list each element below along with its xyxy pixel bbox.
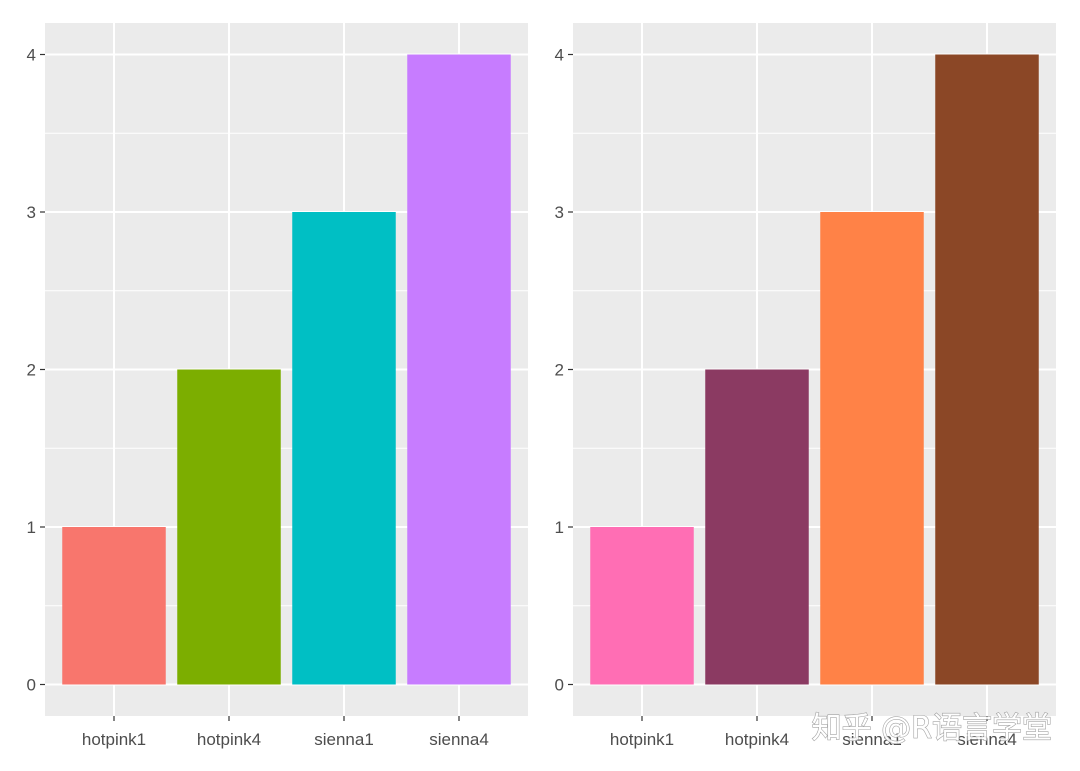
y-tick-label: 2 — [27, 361, 36, 380]
x-tick-label: hotpink4 — [725, 730, 789, 749]
x-tick-label: sienna1 — [842, 730, 902, 749]
x-tick-label: hotpink1 — [610, 730, 674, 749]
watermark-text: 知乎 @R语言学堂 — [812, 711, 1052, 746]
chart-panel-2: 0 1 2 3 4 hotpink1 hotpink4 sienna1 sienna4 — [555, 23, 1056, 749]
y-tick-label: 3 — [555, 203, 564, 222]
bar-sienna1 — [820, 212, 924, 685]
bar-hotpink1 — [590, 527, 694, 685]
bar-hotpink1 — [62, 527, 166, 685]
bar-hotpink4 — [705, 369, 809, 685]
bar-sienna4 — [935, 54, 1039, 685]
bar-sienna1 — [292, 212, 396, 685]
y-tick-label: 2 — [555, 361, 564, 380]
y-tick-label: 1 — [555, 518, 564, 537]
chart-panels: 0 1 2 3 4 hotpink1 hotpink4 sienna1 sienna4 0 1 2 3 4… — [27, 23, 1056, 749]
y-tick-label: 4 — [27, 46, 36, 65]
y-tick-label: 4 — [555, 46, 564, 65]
x-tick-label: sienna4 — [429, 730, 489, 749]
y-tick-label: 1 — [27, 518, 36, 537]
x-tick-label: hotpink4 — [197, 730, 261, 749]
y-tick-label: 3 — [27, 203, 36, 222]
y-tick-label: 0 — [555, 676, 564, 695]
bar-hotpink4 — [177, 369, 281, 685]
x-tick-label: hotpink1 — [82, 730, 146, 749]
chart-panel-1: 0 1 2 3 4 hotpink1 hotpink4 sienna1 sienna4 — [27, 23, 528, 749]
x-tick-label: sienna4 — [957, 730, 1017, 749]
x-tick-label: sienna1 — [314, 730, 374, 749]
y-tick-label: 0 — [27, 676, 36, 695]
bar-sienna4 — [407, 54, 511, 685]
